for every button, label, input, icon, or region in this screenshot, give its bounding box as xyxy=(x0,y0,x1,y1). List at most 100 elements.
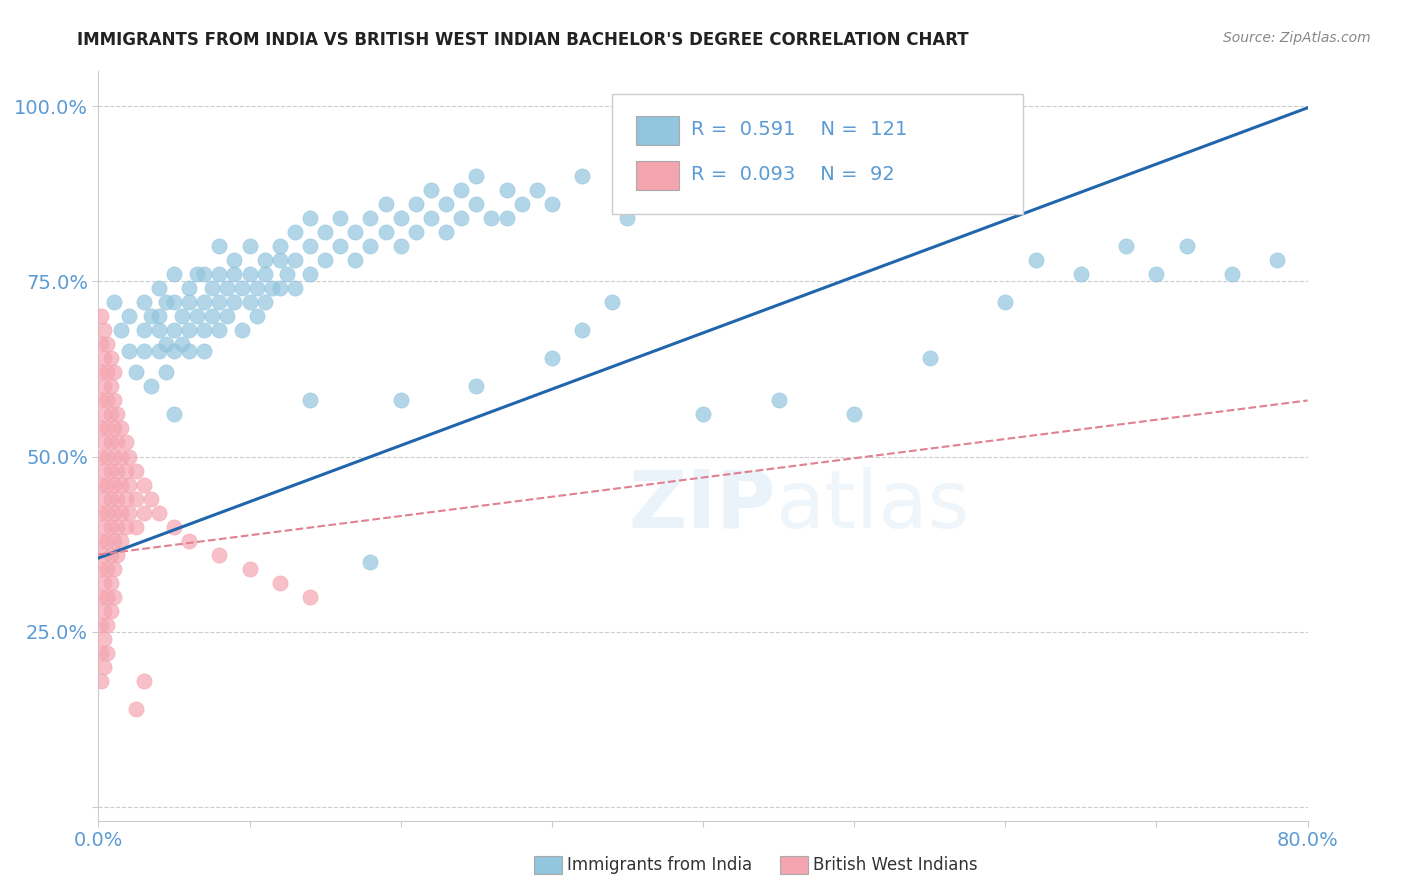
Point xyxy=(571,323,593,337)
Point xyxy=(90,561,112,575)
Point xyxy=(239,268,262,282)
Point xyxy=(118,477,141,491)
Point xyxy=(540,197,562,211)
Point xyxy=(269,575,291,590)
Point xyxy=(90,337,112,351)
Point xyxy=(93,491,115,506)
Point xyxy=(100,548,122,562)
Point xyxy=(179,533,201,548)
Text: IMMIGRANTS FROM INDIA VS BRITISH WEST INDIAN BACHELOR'S DEGREE CORRELATION CHART: IMMIGRANTS FROM INDIA VS BRITISH WEST IN… xyxy=(77,31,969,49)
Point xyxy=(96,646,118,660)
Point xyxy=(96,450,118,464)
Point xyxy=(170,337,193,351)
Point xyxy=(93,659,115,673)
Point xyxy=(103,366,125,380)
Point xyxy=(93,463,115,477)
Point xyxy=(93,632,115,646)
Point xyxy=(179,295,201,310)
Point xyxy=(90,673,112,688)
Point xyxy=(163,295,186,310)
Point xyxy=(1115,239,1137,253)
Point xyxy=(269,253,291,268)
Point xyxy=(647,183,669,197)
Point xyxy=(284,281,307,295)
Point xyxy=(510,197,533,211)
Point xyxy=(90,366,112,380)
Point xyxy=(141,310,163,324)
Point xyxy=(96,590,118,604)
Point xyxy=(179,323,201,337)
Point xyxy=(389,239,412,253)
Point xyxy=(1267,253,1289,268)
Point xyxy=(96,477,118,491)
Point xyxy=(103,590,125,604)
Point xyxy=(125,491,148,506)
Point xyxy=(571,169,593,184)
Point xyxy=(434,226,457,240)
Point xyxy=(96,366,118,380)
Point xyxy=(125,366,148,380)
Point xyxy=(193,344,215,359)
Point xyxy=(118,310,141,324)
Point xyxy=(253,295,276,310)
Point xyxy=(155,366,177,380)
Point xyxy=(93,351,115,366)
Point xyxy=(994,295,1017,310)
Point xyxy=(224,268,246,282)
Point xyxy=(465,197,488,211)
Point xyxy=(90,533,112,548)
Point xyxy=(374,226,396,240)
Point xyxy=(602,295,624,310)
Point xyxy=(114,435,136,450)
Point xyxy=(103,295,125,310)
Point xyxy=(389,211,412,226)
Point xyxy=(118,450,141,464)
Point xyxy=(155,295,177,310)
Text: British West Indians: British West Indians xyxy=(813,856,977,874)
Point xyxy=(179,344,201,359)
Point xyxy=(465,169,488,184)
Point xyxy=(93,408,115,422)
Point xyxy=(100,463,122,477)
Point xyxy=(114,463,136,477)
Point xyxy=(132,506,155,520)
Point xyxy=(344,253,367,268)
Point xyxy=(193,268,215,282)
Point xyxy=(208,239,231,253)
Point xyxy=(100,435,122,450)
Text: R =  0.591    N =  121: R = 0.591 N = 121 xyxy=(690,120,907,139)
Point xyxy=(93,575,115,590)
Point xyxy=(148,323,170,337)
Point xyxy=(90,393,112,408)
Point xyxy=(125,519,148,533)
Point xyxy=(201,281,224,295)
Point xyxy=(253,268,276,282)
Point xyxy=(269,281,291,295)
Point xyxy=(616,211,638,226)
Point xyxy=(1024,253,1046,268)
Point xyxy=(100,575,122,590)
Point xyxy=(170,310,193,324)
Point xyxy=(1144,268,1167,282)
Point xyxy=(692,408,714,422)
Point xyxy=(844,408,866,422)
Point xyxy=(344,226,367,240)
Point xyxy=(299,211,322,226)
Point xyxy=(90,421,112,435)
Point xyxy=(276,268,298,282)
Point xyxy=(148,310,170,324)
Point xyxy=(768,393,790,408)
Point xyxy=(110,477,132,491)
Point xyxy=(314,226,336,240)
Point xyxy=(631,197,654,211)
Point xyxy=(132,295,155,310)
Point xyxy=(208,268,231,282)
Point xyxy=(125,463,148,477)
Point xyxy=(100,379,122,393)
Point xyxy=(132,477,155,491)
Point xyxy=(90,590,112,604)
Point xyxy=(103,533,125,548)
Point xyxy=(163,408,186,422)
Point xyxy=(239,561,262,575)
Point xyxy=(163,519,186,533)
